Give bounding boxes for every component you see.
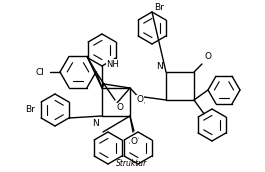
Text: O: O (205, 52, 212, 61)
Text: Cl: Cl (35, 67, 44, 77)
Text: N: N (92, 119, 99, 128)
Text: Br: Br (154, 3, 164, 12)
Text: O: O (136, 95, 144, 105)
Text: N: N (156, 62, 163, 71)
Text: Struktur: Struktur (116, 159, 148, 168)
Text: O: O (117, 104, 123, 112)
Text: NH: NH (106, 60, 119, 68)
Text: O: O (130, 137, 138, 146)
Text: Br: Br (25, 105, 35, 115)
